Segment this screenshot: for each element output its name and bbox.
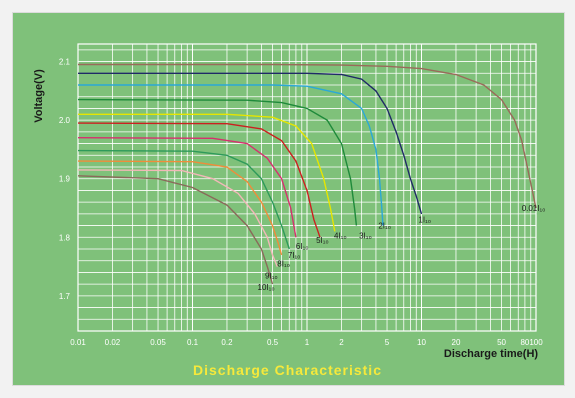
- x-tick-label: 0.5: [267, 338, 279, 347]
- y-tick-label: 1.8: [59, 233, 71, 242]
- y-tick-label: 1.9: [59, 175, 71, 184]
- x-tick-label: 0.2: [221, 338, 233, 347]
- series-label-10: 10I₁₀: [258, 283, 275, 292]
- x-tick-label: 5: [385, 338, 390, 347]
- x-tick-label: 1: [305, 338, 310, 347]
- x-tick-label: 0.1: [187, 338, 199, 347]
- x-tick-label: 2: [339, 338, 344, 347]
- y-tick-label: 1.7: [59, 292, 71, 301]
- series-label-0: 0.01I₁₀: [522, 204, 546, 213]
- x-tick-label: 0.05: [150, 338, 166, 347]
- x-tick-label: 50: [497, 338, 506, 347]
- series-label-5: 5I₁₀: [316, 236, 329, 245]
- series-label-2: 2I₁₀: [378, 222, 391, 231]
- x-tick-label: 20: [452, 338, 461, 347]
- x-tick-label: 80: [520, 338, 529, 347]
- series-line-6: [77, 137, 297, 238]
- series-label-1: 1I₁₀: [418, 216, 431, 225]
- y-tick-label: 2.1: [59, 58, 71, 67]
- series-line-1: [78, 72, 423, 215]
- series-label-4: 4I₁₀: [334, 231, 347, 240]
- series-label-6: 6I₁₀: [296, 242, 309, 251]
- y-tick-label: 2.0: [59, 116, 71, 125]
- series-line-0: [78, 63, 537, 209]
- series-label-7: 7I₁₀: [288, 251, 301, 260]
- x-tick-label: 0.01: [70, 338, 86, 347]
- series-line-8: [77, 160, 283, 256]
- series-line-9: [77, 169, 278, 267]
- series-line-4: [78, 113, 336, 232]
- series-line-10: [77, 175, 274, 285]
- series-line-3: [77, 98, 358, 226]
- x-tick-label: 0.02: [105, 338, 121, 347]
- chart-title: Discharge Characteristic: [193, 362, 382, 378]
- x-axis-label: Discharge time(H): [444, 348, 538, 360]
- chart-grid: 0.01 0.02 0.05 0.1 0.2 0.5 1 2 5 10 20 50 80 100 1.7 1.…: [59, 43, 543, 347]
- chart-series: [77, 63, 537, 285]
- x-tick-label: 100: [529, 338, 543, 347]
- y-axis-label: Voltage(V): [33, 69, 45, 123]
- x-tick-label: 10: [417, 338, 426, 347]
- series-label-9: 9I₁₀: [265, 271, 278, 280]
- series-label-8: 8I₁₀: [277, 260, 290, 269]
- series-line-7: [77, 149, 290, 250]
- series-label-3: 3I₁₀: [359, 231, 372, 240]
- series-line-2: [78, 84, 384, 226]
- series-line-5: [77, 122, 321, 238]
